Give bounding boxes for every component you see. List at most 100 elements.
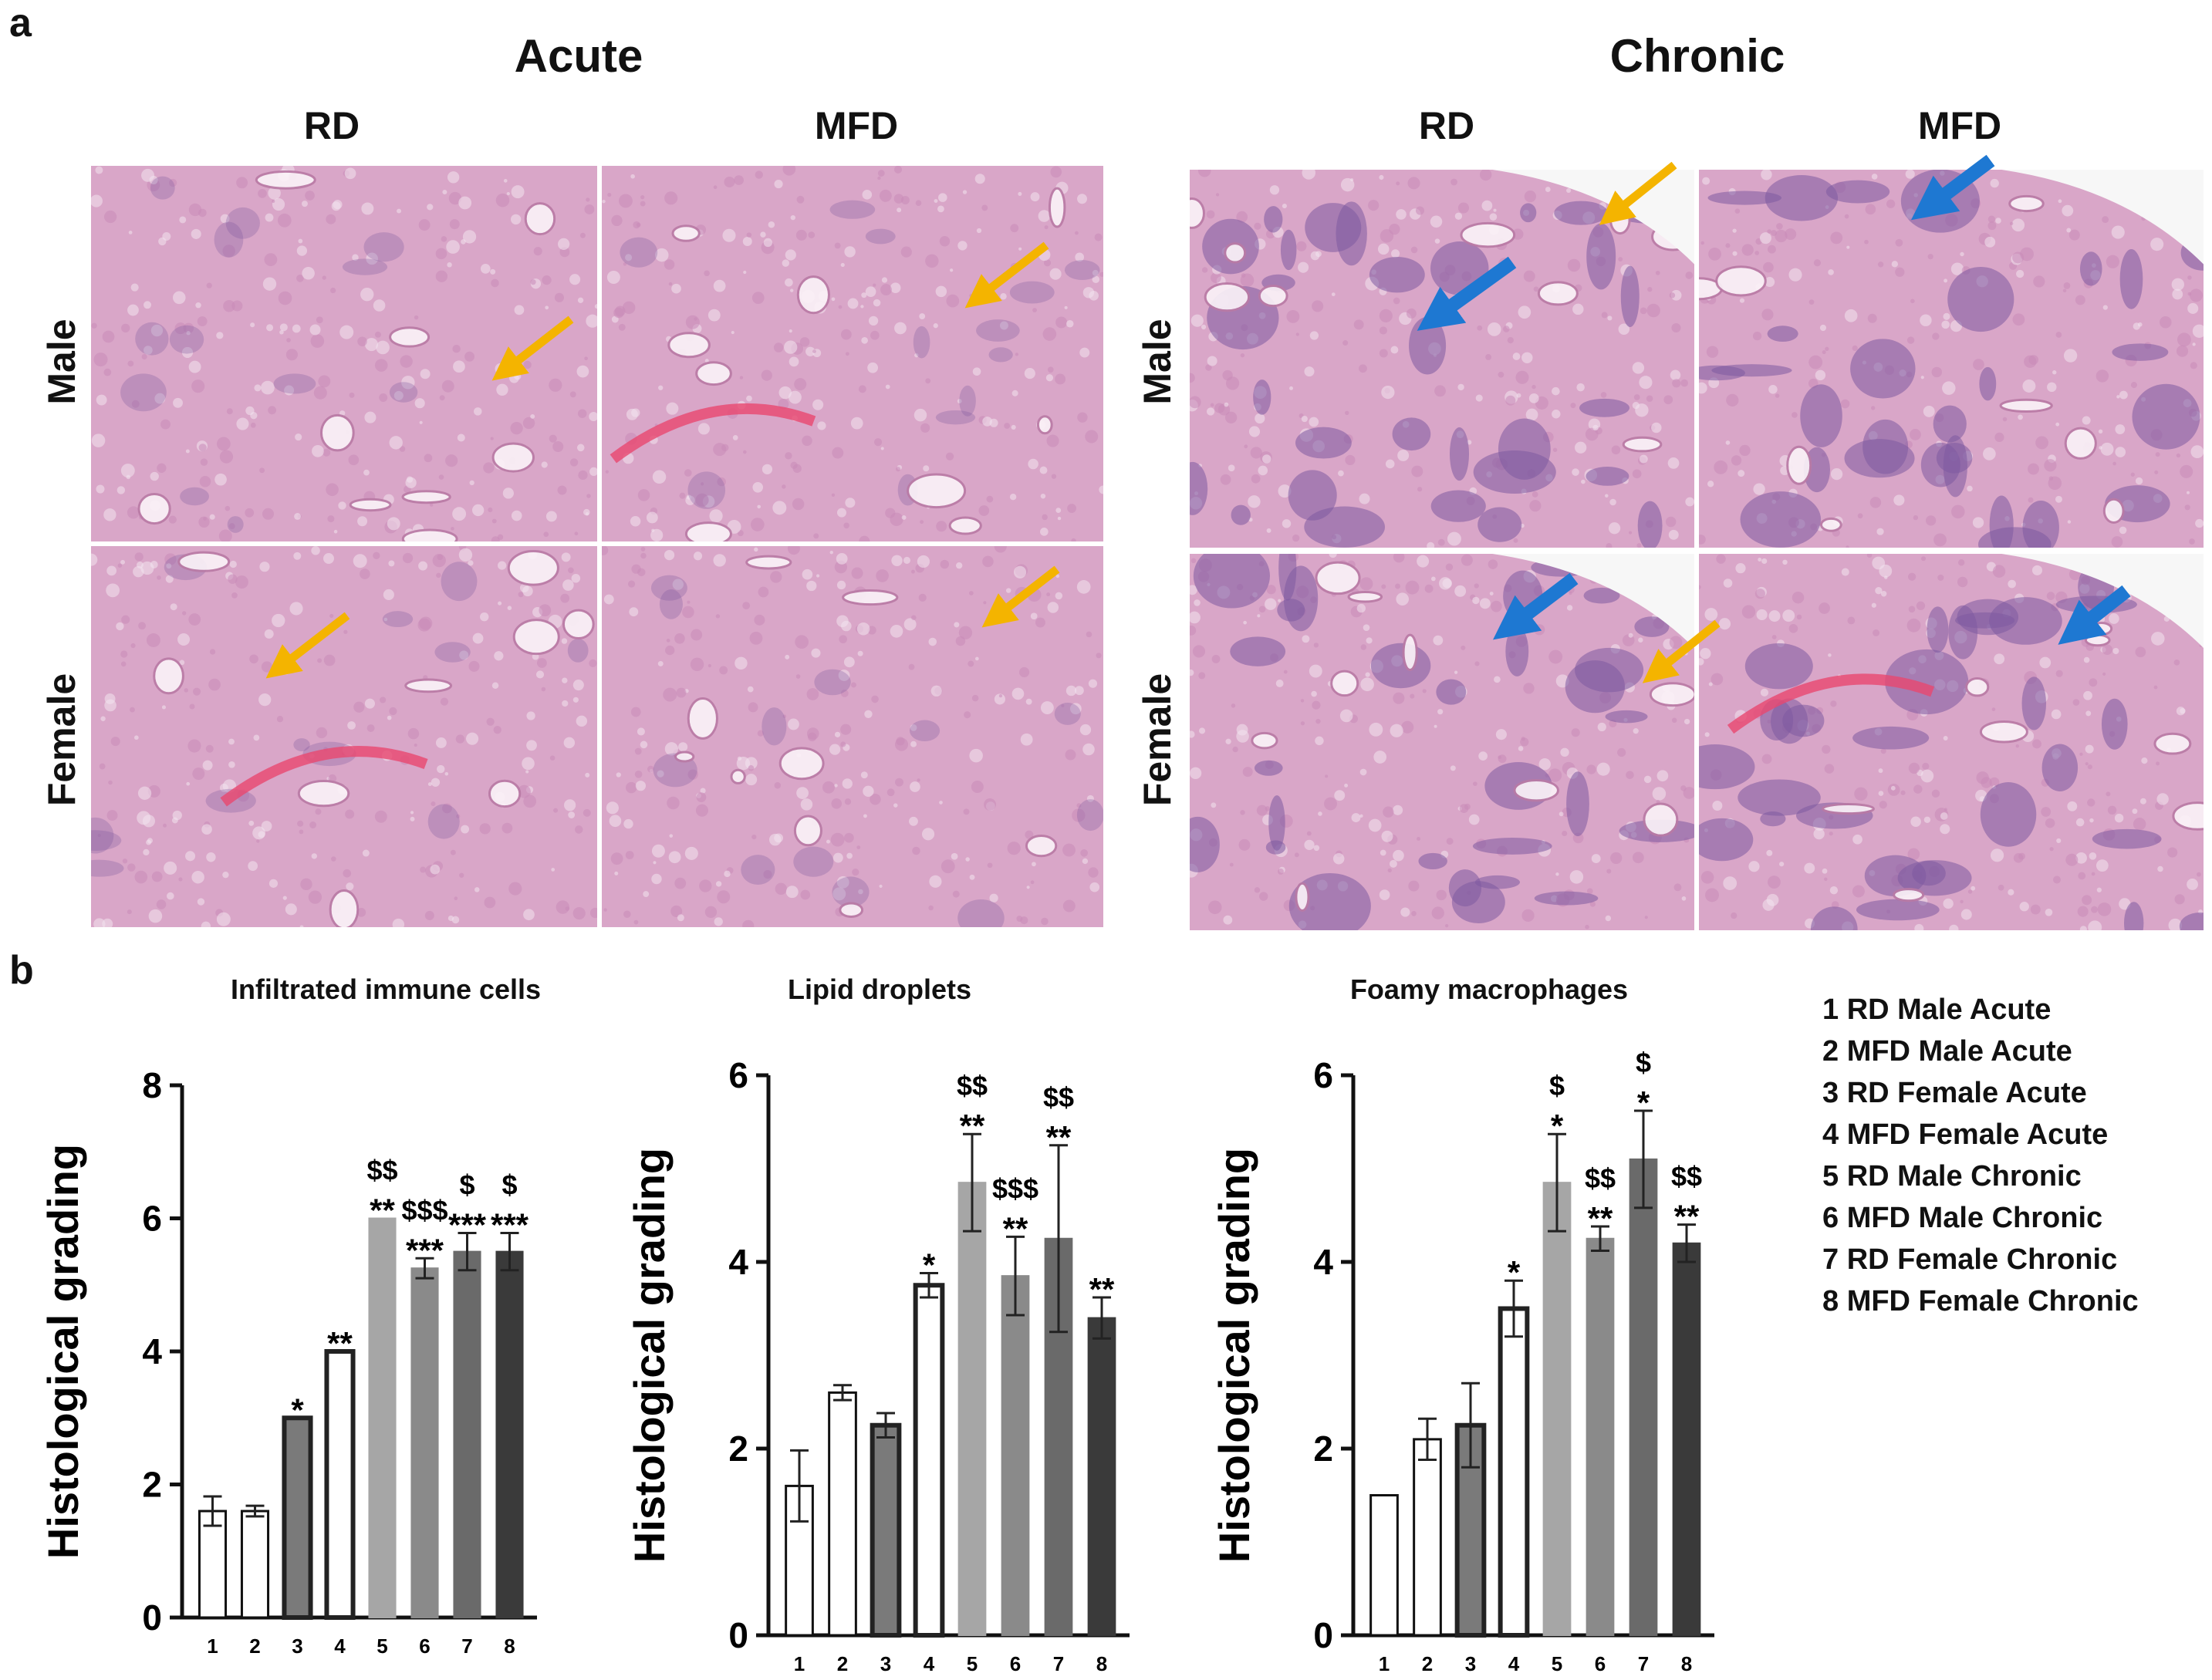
significance-label: *** — [491, 1206, 529, 1243]
bar — [1413, 1438, 1442, 1637]
bar — [410, 1267, 439, 1618]
x-tick-label: 2 — [837, 1652, 848, 1675]
significance-label: $$ — [1671, 1161, 1702, 1193]
significance-label: *** — [406, 1232, 444, 1268]
y-tick-label: 4 — [142, 1331, 162, 1371]
micrograph-acute-rd-female — [91, 546, 597, 927]
y-axis-label: Histological grading — [625, 1148, 674, 1563]
bar — [453, 1250, 481, 1618]
y-tick-label: 6 — [142, 1199, 162, 1239]
bar-outline — [324, 1349, 356, 1620]
x-tick-label: 8 — [1681, 1652, 1692, 1675]
significance-label: ** — [1089, 1271, 1115, 1307]
y-axis-label: Histological grading — [1210, 1148, 1258, 1563]
significance-label: * — [1551, 1108, 1564, 1144]
micrograph-acute-mfd-male — [602, 166, 1103, 541]
legend-item: 7 RD Female Chronic — [1822, 1243, 2118, 1276]
y-tick-label: 2 — [728, 1429, 748, 1469]
y-tick-label: 6 — [728, 1055, 748, 1095]
significance-label: $$ — [366, 1155, 397, 1186]
x-tick-label: 1 — [207, 1634, 218, 1658]
significance-label: $$ — [1585, 1162, 1616, 1194]
significance-label: $$$ — [401, 1194, 447, 1226]
legend-item: 8 MFD Female Chronic — [1822, 1285, 2139, 1317]
bar — [1087, 1317, 1116, 1636]
x-tick-label: 4 — [1508, 1652, 1520, 1675]
significance-label: * — [1508, 1254, 1521, 1290]
bar — [1001, 1275, 1030, 1637]
x-tick-label: 4 — [924, 1652, 935, 1675]
x-tick-label: 7 — [1638, 1652, 1649, 1675]
y-axis-label: Histological grading — [39, 1144, 87, 1559]
significance-label: * — [923, 1247, 936, 1284]
significance-label: $ — [1636, 1047, 1651, 1078]
significance-label: $$ — [1043, 1081, 1074, 1113]
x-tick-label: 1 — [1379, 1652, 1390, 1675]
y-tick-label: 4 — [728, 1242, 748, 1282]
x-tick-label: 5 — [377, 1634, 387, 1658]
bar — [240, 1510, 270, 1619]
micrograph-chronic-rd-female — [1190, 554, 1694, 930]
col-label-chronic-rd: RD — [1418, 104, 1475, 147]
significance-label: $ — [459, 1169, 474, 1200]
x-tick-label: 2 — [1422, 1652, 1433, 1675]
significance-label: ** — [1674, 1199, 1700, 1235]
bar — [1499, 1307, 1528, 1637]
panel-b-letter: b — [9, 948, 34, 993]
x-tick-label: 5 — [1552, 1652, 1562, 1675]
significance-label: ** — [1003, 1210, 1028, 1247]
y-tick-label: 0 — [142, 1597, 162, 1638]
x-tick-label: 2 — [249, 1634, 260, 1658]
legend-item: 4 MFD Female Acute — [1822, 1118, 2109, 1151]
micrograph-chronic-rd-male — [1190, 170, 1694, 548]
bar — [1369, 1494, 1399, 1637]
bar — [198, 1510, 228, 1619]
y-tick-label: 8 — [142, 1065, 162, 1105]
x-tick-label: 6 — [419, 1634, 430, 1658]
micrograph-chronic-mfd-male — [1699, 170, 2204, 548]
y-tick-label: 6 — [1313, 1055, 1333, 1095]
chart-title-infiltrated: Infiltrated immune cells — [230, 973, 542, 1005]
significance-label: ** — [1046, 1119, 1072, 1155]
y-tick-label: 0 — [1313, 1615, 1333, 1655]
legend-item: 3 RD Female Acute — [1822, 1077, 2087, 1109]
significance-label: * — [291, 1392, 304, 1428]
y-tick-label: 4 — [1313, 1242, 1333, 1282]
col-label-acute-mfd: MFD — [814, 104, 899, 147]
x-tick-label: 6 — [1010, 1652, 1021, 1675]
col-label-chronic-mfd: MFD — [1917, 104, 2002, 147]
x-tick-label: 3 — [292, 1634, 302, 1658]
x-tick-label: 6 — [1595, 1652, 1606, 1675]
x-tick-label: 5 — [967, 1652, 978, 1675]
legend-item: 2 MFD Male Acute — [1822, 1035, 2072, 1068]
x-tick-label: 7 — [461, 1634, 472, 1658]
bar — [1672, 1242, 1701, 1637]
significance-label: $$$ — [992, 1172, 1038, 1204]
bar-outline — [282, 1415, 313, 1620]
x-tick-label: 8 — [504, 1634, 515, 1658]
bar — [495, 1250, 524, 1618]
legend-item: 6 MFD Male Chronic — [1822, 1202, 2103, 1234]
significance-label: ** — [960, 1108, 985, 1144]
group-title-acute: Acute — [514, 30, 643, 82]
legend-item: 1 RD Male Acute — [1822, 993, 2052, 1026]
chart-title-foamy: Foamy macrophages — [1349, 973, 1629, 1005]
x-tick-label: 4 — [334, 1634, 346, 1658]
bar — [1629, 1158, 1658, 1636]
significance-label: *** — [448, 1206, 487, 1243]
bar — [1586, 1237, 1615, 1636]
bar-chart-foamy: 0 2 4 6 Histological grading 1 2 3 * 4 * $5 ** $$ 6 * $7… — [1210, 1047, 1714, 1675]
x-tick-label: 3 — [1465, 1652, 1476, 1675]
significance-label: ** — [1588, 1200, 1613, 1236]
micrograph-chronic-mfd-female — [1699, 554, 2204, 930]
significance-label: * — [1637, 1085, 1650, 1121]
significance-label: $ — [1549, 1070, 1565, 1101]
significance-label: ** — [327, 1325, 353, 1361]
x-tick-label: 3 — [880, 1652, 891, 1675]
y-tick-label: 2 — [142, 1465, 162, 1505]
legend-item: 5 RD Male Chronic — [1822, 1160, 2082, 1193]
x-tick-label: 8 — [1096, 1652, 1107, 1675]
y-tick-label: 0 — [728, 1615, 748, 1655]
